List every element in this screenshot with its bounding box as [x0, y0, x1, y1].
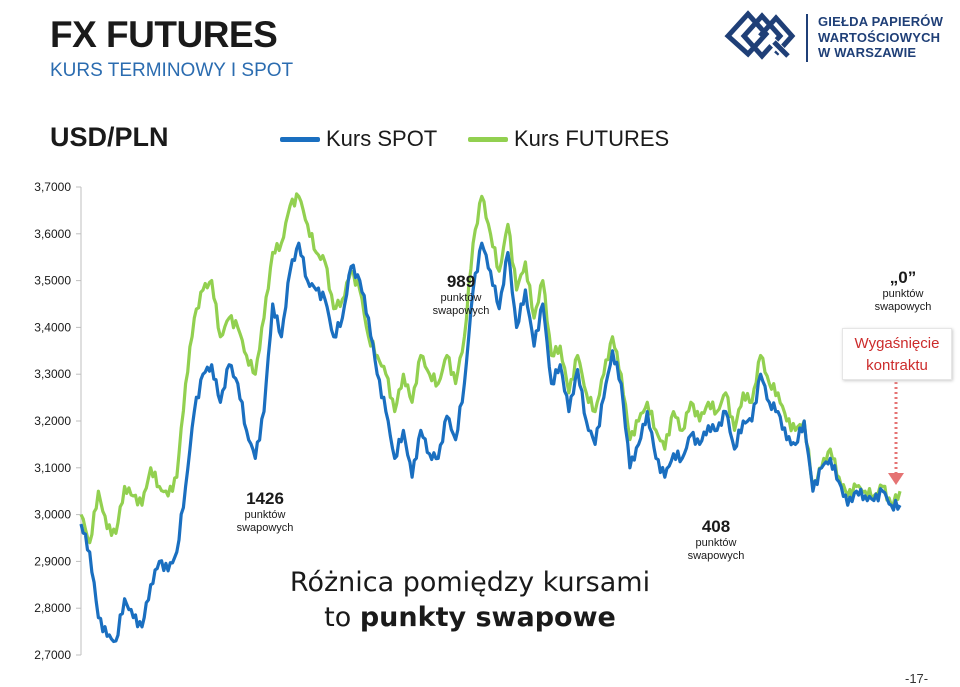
y-tick-label: 3,1000	[34, 461, 71, 475]
page-title: FX FUTURES	[50, 14, 278, 55]
swap-note: Różnica pomiędzy kursami to punkty swapo…	[280, 565, 660, 635]
annotation-line2: swapowych	[432, 305, 490, 317]
y-tick-label: 2,8000	[34, 601, 71, 615]
legend-item-spot: Kurs SPOT	[280, 125, 437, 153]
annotation-line2: swapowych	[687, 550, 745, 562]
logo-text: GIEŁDA PAPIERÓW WARTOŚCIOWYCH W WARSZAWI…	[818, 14, 943, 61]
annotation-line2: swapowych	[236, 522, 294, 534]
y-tick-label: 3,6000	[34, 227, 71, 241]
expiry-arrow-head-icon	[888, 473, 904, 485]
annotation-value: 1426	[246, 489, 284, 508]
legend-label-spot: Kurs SPOT	[326, 126, 438, 151]
series-line-futures	[79, 192, 902, 545]
legend-swatch-spot	[280, 136, 320, 142]
expiry-arrow	[888, 382, 904, 485]
annotation-1426: 1426 punktów swapowych	[224, 489, 306, 535]
note-line2: to punkty swapowe	[280, 600, 660, 635]
y-tick-label: 3,4000	[34, 320, 71, 334]
annotation-value: „0”	[889, 268, 917, 287]
legend-swatch-futures	[468, 136, 508, 142]
y-tick-label: 3,0000	[34, 508, 71, 522]
annotation-line1: punktów	[440, 292, 482, 304]
expiry-line2: kontraktu	[866, 357, 928, 374]
page-number: -17-	[905, 671, 929, 686]
annotation-line1: punktów	[882, 288, 924, 300]
annotation-408: 408 punktów swapowych	[675, 517, 757, 563]
chart-title: USD/PLN	[50, 122, 169, 152]
y-tick-label: 3,3000	[34, 367, 71, 381]
annotation-line1: punktów	[695, 537, 737, 549]
y-tick-label: 2,7000	[34, 648, 71, 662]
annotation-value: 989	[446, 272, 476, 291]
annotation-line1: punktów	[244, 509, 286, 521]
y-tick-label: 2,9000	[34, 554, 71, 568]
annotation-0: „0” punktów swapowych	[862, 268, 944, 314]
expiry-box: Wygaśnięcie kontraktu	[842, 328, 952, 380]
legend-label-futures: Kurs FUTURES	[514, 126, 670, 151]
annotation-989: 989 punktów swapowych	[420, 272, 502, 318]
gpw-emblem-icon	[724, 10, 796, 63]
logo-line-3: W WARSZAWIE	[818, 45, 917, 60]
expiry-line1: Wygaśnięcie	[854, 335, 940, 352]
series-group	[79, 192, 902, 644]
gpw-logo: GIEŁDA PAPIERÓW WARTOŚCIOWYCH W WARSZAWI…	[722, 6, 960, 66]
series-line-spot	[79, 241, 902, 644]
annotation-line2: swapowych	[874, 301, 932, 313]
y-tick-label: 3,7000	[34, 180, 71, 194]
logo-divider	[806, 14, 808, 62]
y-tick-label: 3,5000	[34, 274, 71, 288]
annotation-value-text: 0	[898, 268, 908, 287]
y-axis: 3,7000 3,6000 3,5000 3,4000 3,3000 3,2000 3,10…	[34, 180, 82, 662]
note-bold: punkty swapowe	[359, 602, 616, 633]
legend-item-futures: Kurs FUTURES	[468, 125, 669, 153]
note-line1: Różnica pomiędzy kursami	[289, 567, 651, 598]
logo-line-1: GIEŁDA PAPIERÓW	[818, 14, 944, 29]
note-prefix: to	[324, 602, 360, 633]
page-subtitle: KURS TERMINOWY I SPOT	[50, 60, 294, 81]
logo-line-2: WARTOŚCIOWYCH	[818, 29, 941, 45]
y-tick-label: 3,2000	[34, 414, 71, 428]
annotation-value: 408	[701, 517, 731, 536]
